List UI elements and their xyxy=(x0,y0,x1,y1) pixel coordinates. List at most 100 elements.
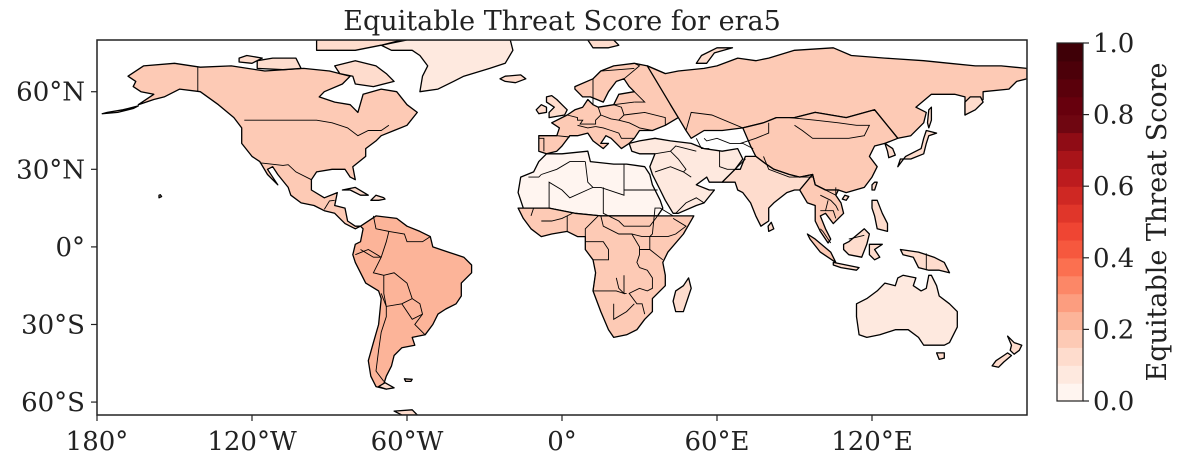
border-line xyxy=(623,62,641,80)
colorbar-ticks: 0.0 0.2 0.4 0.6 0.8 1.0 xyxy=(1083,29,1134,417)
border-line xyxy=(812,174,837,196)
colorbar-segment xyxy=(1057,383,1083,402)
border-line xyxy=(355,248,382,258)
border-line xyxy=(323,199,335,210)
land-cuba xyxy=(341,186,369,196)
land-europe xyxy=(538,62,679,155)
border-line xyxy=(615,275,625,295)
colorbar-segment xyxy=(1057,293,1083,313)
land-banks-island xyxy=(238,54,263,64)
x-tick-label: 180° xyxy=(66,427,129,457)
x-tick-label: 0° xyxy=(547,427,577,457)
country-borders xyxy=(197,62,927,382)
colorbar-label: Equitable Threat Score xyxy=(1142,62,1173,381)
land-aleutians xyxy=(101,105,139,115)
y-tick-label: 60°S xyxy=(21,388,85,418)
x-tick-label: 60°W xyxy=(371,427,444,457)
y-tick-label: 60°N xyxy=(16,78,85,108)
x-tick-label: 60°E xyxy=(684,427,749,457)
x-axis-ticks: 180° 120°W 60°W 0° 60°E 120°E xyxy=(66,415,913,457)
land-japan xyxy=(897,129,938,168)
colorbar-tick-label: 0.8 xyxy=(1093,101,1134,131)
border-line xyxy=(848,234,865,240)
land-madagascar xyxy=(672,277,692,313)
border-line xyxy=(675,197,705,214)
land-hispaniola xyxy=(370,194,386,201)
land-ireland xyxy=(535,104,548,115)
border-line xyxy=(375,293,387,382)
border-line xyxy=(654,166,692,178)
colorbar-segment xyxy=(1057,78,1083,98)
border-line xyxy=(602,187,658,227)
land-layer xyxy=(101,40,1027,415)
border-line xyxy=(528,174,542,178)
colorbar-segment xyxy=(1057,132,1083,151)
colorbar-segment xyxy=(1057,275,1083,295)
border-line xyxy=(577,124,596,129)
border-line xyxy=(649,218,687,238)
x-tick-label: 120°E xyxy=(831,427,913,457)
border-line xyxy=(259,162,312,181)
y-axis-ticks: 60°N 30°N 0° 30°S 60°S xyxy=(16,78,97,418)
border-line xyxy=(613,303,635,321)
land-baffin xyxy=(334,60,395,88)
colorbar-tick-label: 1.0 xyxy=(1093,29,1134,59)
land-hawaii xyxy=(158,194,163,199)
land-india xyxy=(721,155,814,227)
land-novaya-zemlya xyxy=(695,47,734,64)
border-line xyxy=(654,150,687,173)
border-line xyxy=(633,91,646,103)
border-line xyxy=(401,303,423,320)
border-line xyxy=(600,104,625,121)
land-sakhalin xyxy=(926,106,933,129)
border-line xyxy=(584,215,599,237)
colorbar-segment xyxy=(1057,311,1083,330)
land-philippines xyxy=(871,199,889,233)
border-line xyxy=(820,194,839,211)
land-iceland xyxy=(499,74,527,84)
border-line xyxy=(685,111,743,131)
colorbar-segment xyxy=(1057,257,1083,277)
y-tick-label: 30°S xyxy=(21,310,85,340)
y-tick-label: 0° xyxy=(55,233,85,263)
border-line xyxy=(825,200,829,211)
land-antarctic-tip xyxy=(393,409,418,415)
land-new-zealand xyxy=(1006,335,1023,355)
colorbar-segment xyxy=(1057,43,1083,62)
border-line xyxy=(541,212,573,222)
y-tick-label: 30°N xyxy=(16,155,85,185)
border-line xyxy=(703,137,754,150)
border-line xyxy=(695,138,710,150)
border-line xyxy=(670,145,697,152)
border-line xyxy=(584,161,594,188)
border-line xyxy=(649,249,664,261)
land-tierra-del-fuego xyxy=(377,382,395,390)
colorbar xyxy=(1057,43,1083,402)
border-line xyxy=(592,67,635,105)
land-tasmania xyxy=(935,352,945,361)
land-greenland xyxy=(380,40,514,93)
border-line xyxy=(388,230,431,243)
land-victoria-island xyxy=(256,57,302,71)
land-ellesmere xyxy=(315,40,403,51)
land-taiwan xyxy=(871,181,878,191)
colorbar-segment xyxy=(1057,60,1083,80)
x-tick-label: 120°W xyxy=(207,427,297,457)
border-line xyxy=(763,156,813,178)
colorbar-tick-label: 0.4 xyxy=(1093,244,1134,274)
border-line xyxy=(651,207,674,235)
colorbar-segment xyxy=(1057,114,1083,134)
colorbar-tick-label: 0.0 xyxy=(1093,387,1134,417)
map-title: Equitable Threat Score for era5 xyxy=(343,6,781,37)
colorbar-segment xyxy=(1057,329,1083,348)
colorbar-segment xyxy=(1057,186,1083,205)
border-line xyxy=(719,151,746,170)
land-kamchatka xyxy=(964,96,984,116)
border-line xyxy=(819,228,832,244)
land-sulawesi xyxy=(868,243,883,261)
border-line xyxy=(530,207,550,217)
land-new-guinea xyxy=(899,248,951,274)
border-line xyxy=(244,119,390,137)
colorbar-tick-label: 0.6 xyxy=(1093,172,1134,202)
